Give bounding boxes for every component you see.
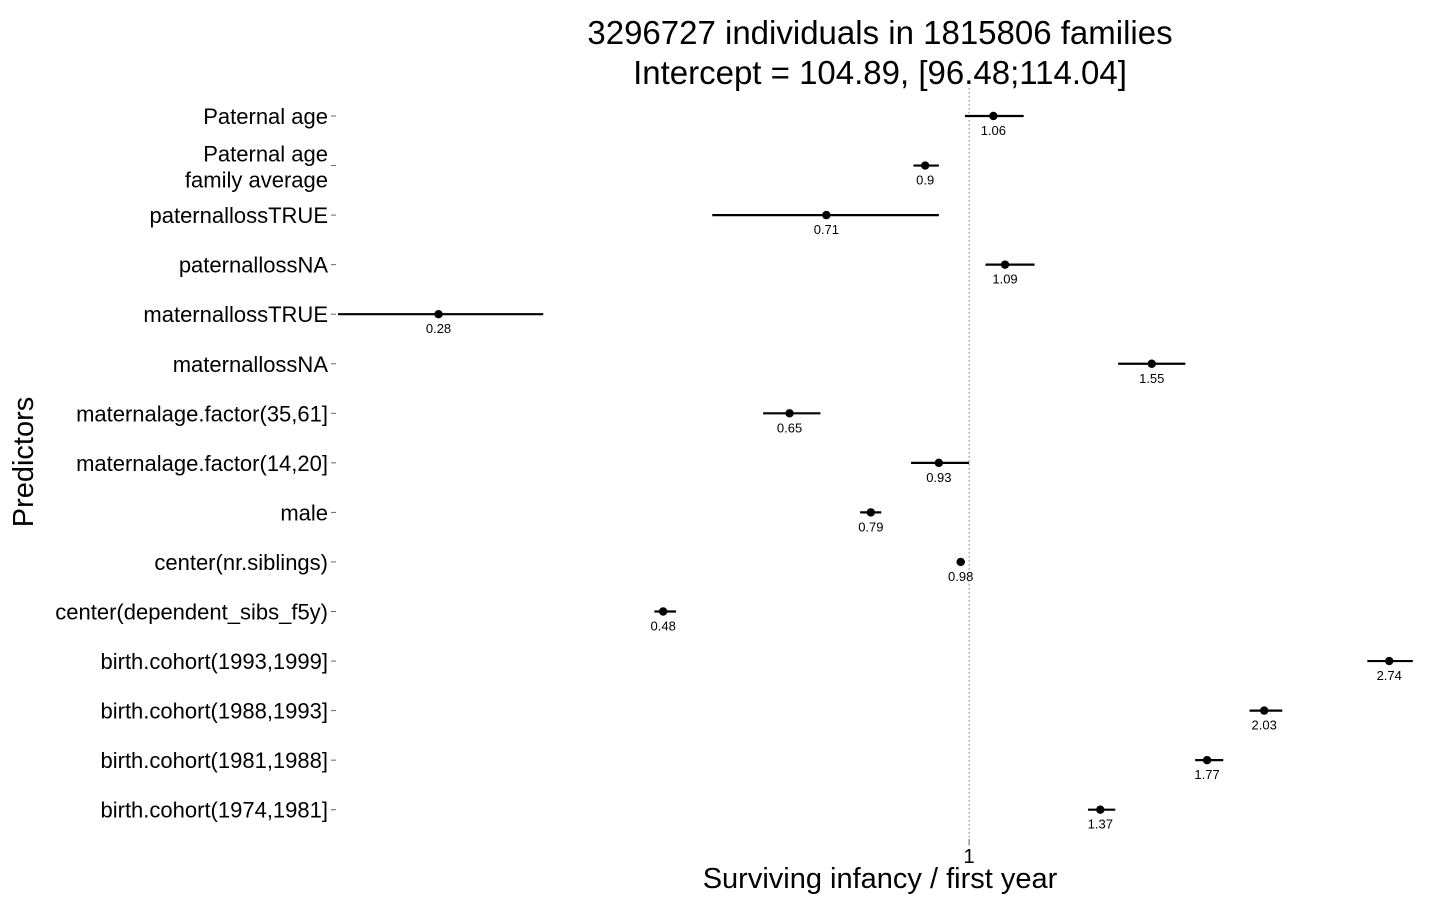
y-tick-label: center(nr.siblings) [154,550,328,575]
data-label: 0.28 [426,321,451,336]
y-tick-label: Paternal age [203,142,328,167]
y-axis-title: Predictors [8,397,40,528]
data-label: 0.71 [814,222,839,237]
y-tick-label: birth.cohort(1988,1993] [101,699,329,724]
y-tick-label: maternallossTRUE [143,302,328,327]
y-tick-label: center(dependent_sibs_f5y) [55,600,328,625]
data-label: 1.77 [1194,767,1219,782]
data-label: 2.03 [1252,718,1277,733]
y-tick-label: birth.cohort(1974,1981] [101,798,329,823]
y-tick-label: maternalage.factor(14,20] [76,451,328,476]
x-axis: 1 [964,839,975,868]
point-estimate [866,508,876,517]
data-label: 1.09 [992,272,1017,287]
point-estimate [1260,706,1269,715]
chart-title: 3296727 individuals in 1815806 families … [587,14,1172,91]
y-tick-label: paternallossNA [179,253,329,278]
point-estimate [785,409,794,418]
y-tick-label: maternallossNA [173,352,329,377]
point-estimate [1096,805,1105,814]
point-estimate [434,310,443,319]
data-label: 1.55 [1139,371,1164,386]
point-estimate [1000,260,1010,269]
y-tick-label: birth.cohort(1993,1999] [101,649,329,674]
data-label: 0.48 [651,619,676,634]
point-estimate [1147,359,1156,368]
point-estimate [920,161,930,170]
data-label: 0.98 [948,569,973,584]
data-label: 0.93 [926,470,951,485]
y-tick-label: family average [185,168,328,193]
x-tick-label: 1 [964,846,975,868]
plot-area: 1.06 0.9 0.71 1.09 0.28 1.55 0.65 0.93 0.79 0.98 0… [338,111,1413,832]
point-estimate [1385,656,1394,666]
data-label: 2.74 [1377,668,1402,683]
data-label: 1.37 [1088,817,1113,832]
x-axis-title: Surviving infancy / first year [703,863,1058,895]
y-tick-label: maternalage.factor(35,61] [76,401,328,426]
y-tick-label: paternallossTRUE [149,203,328,228]
point-estimate [956,557,965,567]
chart-title-line-2: Intercept = 104.89, [96.48;114.04] [633,54,1127,91]
data-label: 1.06 [981,123,1006,138]
point-estimate [1202,755,1212,765]
point-estimate [658,607,668,616]
point-estimate [989,111,998,121]
point-estimate [822,210,831,220]
chart-title-line-1: 3296727 individuals in 1815806 families [587,14,1172,51]
data-label: 0.65 [777,420,802,435]
y-tick-label: male [280,500,328,525]
data-label: 0.79 [858,519,883,534]
data-label: 0.9 [916,173,934,188]
point-estimate [934,458,944,468]
y-tick-label: birth.cohort(1981,1988] [101,748,329,773]
y-tick-label: Paternal age [203,104,328,129]
